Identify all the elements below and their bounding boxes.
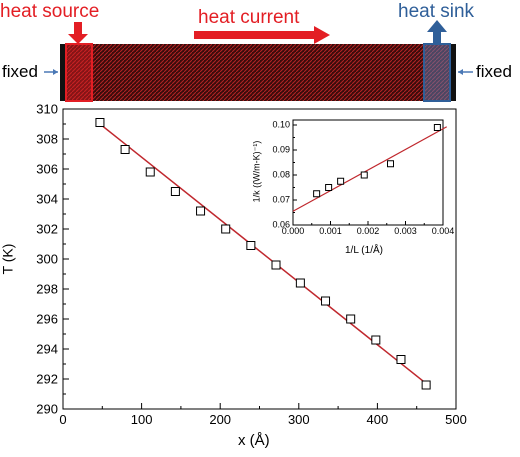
inset-data-point bbox=[337, 177, 345, 185]
heat-current-arrow bbox=[194, 26, 330, 44]
inset-x-tick-label: 0.001 bbox=[319, 226, 342, 236]
inset-data-point bbox=[313, 190, 321, 198]
main-x-tick-label: 500 bbox=[445, 412, 467, 427]
main-y-tick-label: 308 bbox=[36, 131, 58, 147]
main-y-tick-label: 306 bbox=[36, 161, 58, 177]
inset-axis-ticks bbox=[292, 124, 444, 226]
inset-x-tick-label: 0.004 bbox=[431, 226, 455, 236]
inset-y-tick-label: 0.08 bbox=[272, 169, 290, 180]
heat-source-arrow bbox=[68, 22, 88, 44]
inset-data-point bbox=[360, 171, 368, 179]
main-data-point bbox=[371, 335, 381, 345]
main-data-point bbox=[95, 118, 105, 127]
inset-x-tick-label: 0.002 bbox=[356, 226, 380, 236]
fixed-left-arrow bbox=[44, 69, 58, 75]
main-y-tick-label: 310 bbox=[36, 101, 58, 117]
main-data-point bbox=[120, 145, 130, 154]
main-data-point bbox=[196, 206, 206, 216]
fixed-end-right bbox=[450, 44, 456, 101]
heat-sink-arrow bbox=[427, 20, 447, 44]
inset-y-tick-label: 0.09 bbox=[272, 144, 290, 155]
inset-data-point bbox=[433, 124, 441, 131]
main-y-tick-label: 304 bbox=[36, 191, 58, 207]
inset-y-axis-label: 1/k ((W/m-K)⁻¹) bbox=[251, 140, 262, 203]
main-x-tick-label: 300 bbox=[287, 412, 310, 427]
main-y-tick-label: 292 bbox=[36, 371, 58, 387]
main-y-tick-label: 298 bbox=[36, 281, 58, 297]
main-data-points bbox=[95, 118, 431, 390]
main-x-tick-label: 100 bbox=[130, 412, 153, 427]
inset-data-points bbox=[313, 124, 441, 198]
main-data-point bbox=[145, 167, 155, 177]
inset-x-tick-label: 0.000 bbox=[281, 226, 305, 236]
main-data-point bbox=[321, 296, 331, 306]
heat-source-label: heat source bbox=[0, 1, 100, 22]
main-x-tick-label: 400 bbox=[366, 412, 389, 427]
inset-x-axis-label: 1/L (1/Å) bbox=[345, 245, 383, 256]
main-y-tick-label: 300 bbox=[36, 251, 58, 267]
main-x-tick-label: 0 bbox=[59, 412, 67, 427]
main-x-tick-label: 200 bbox=[209, 412, 232, 427]
inset-y-tick-label: 0.06 bbox=[272, 219, 290, 230]
main-axis-ticks bbox=[62, 108, 457, 410]
main-x-axis-label: x (Å) bbox=[238, 432, 270, 449]
main-y-tick-label: 296 bbox=[36, 311, 58, 327]
main-y-tick-label: 290 bbox=[36, 401, 58, 417]
main-data-point bbox=[396, 355, 406, 364]
main-data-point bbox=[221, 224, 231, 234]
main-data-point bbox=[170, 187, 180, 196]
inset-y-tick-label: 0.10 bbox=[272, 119, 290, 130]
main-y-tick-label: 294 bbox=[36, 341, 58, 357]
main-data-point bbox=[246, 241, 256, 250]
inset-x-tick-label: 0.003 bbox=[394, 226, 417, 236]
inset-data-point bbox=[387, 160, 394, 168]
heat-current-label: heat current bbox=[198, 7, 300, 28]
material-strip bbox=[60, 44, 456, 101]
heat-sink-label: heat sink bbox=[398, 1, 475, 22]
fixed-left-label: fixed bbox=[2, 62, 38, 81]
fixed-end-left bbox=[60, 44, 66, 101]
main-data-point bbox=[346, 314, 356, 324]
main-y-axis-label: T (K) bbox=[0, 243, 16, 275]
main-data-point bbox=[421, 380, 431, 390]
inset-data-point bbox=[325, 184, 333, 191]
inset-y-tick-label: 0.07 bbox=[272, 194, 290, 205]
main-data-point bbox=[271, 260, 281, 270]
fixed-right-arrow bbox=[458, 69, 473, 75]
fixed-right-label: fixed bbox=[476, 62, 512, 81]
main-y-tick-label: 302 bbox=[36, 221, 58, 237]
heat-source-region bbox=[65, 43, 93, 102]
main-data-point bbox=[295, 278, 305, 288]
heat-sink-region bbox=[423, 43, 451, 102]
